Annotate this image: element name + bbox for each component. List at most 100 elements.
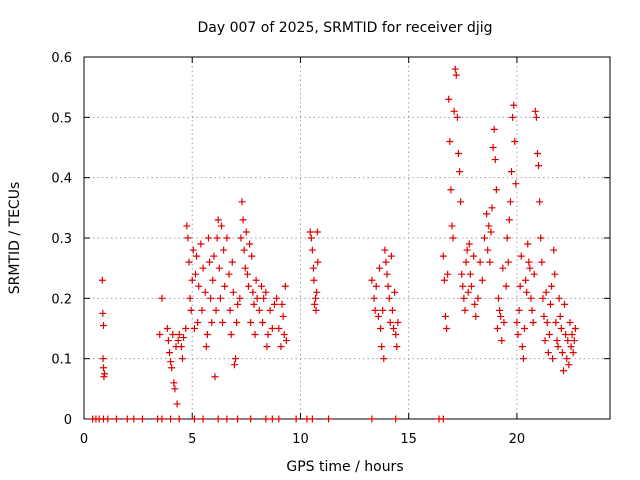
data-point — [169, 331, 177, 339]
data-point — [535, 162, 543, 170]
data-point — [374, 312, 382, 320]
data-point — [197, 240, 205, 248]
data-point — [528, 306, 536, 314]
data-point — [517, 252, 525, 260]
data-point — [449, 234, 457, 242]
data-point — [164, 337, 172, 345]
data-point — [168, 364, 176, 372]
data-point — [163, 325, 171, 332]
data-point — [499, 264, 507, 272]
data-point — [309, 264, 317, 272]
data-point — [252, 276, 260, 284]
data-point — [569, 349, 577, 357]
data-point — [558, 349, 566, 357]
data-point — [263, 343, 271, 351]
data-point — [190, 325, 198, 332]
data-point — [392, 415, 400, 423]
data-point — [234, 415, 242, 423]
data-point — [100, 373, 108, 381]
data-point — [495, 294, 503, 302]
data-point — [202, 343, 210, 351]
data-point — [204, 234, 212, 242]
data-point — [540, 312, 548, 320]
data-point — [198, 306, 206, 314]
data-point — [307, 234, 315, 242]
data-point — [311, 300, 319, 308]
x-tick-label: 5 — [188, 432, 196, 447]
data-point — [514, 331, 522, 339]
data-point — [561, 300, 569, 308]
data-point — [306, 228, 314, 236]
data-point — [174, 337, 182, 345]
data-point — [493, 325, 501, 332]
data-point — [451, 65, 459, 73]
data-point — [505, 216, 513, 224]
data-point — [557, 325, 565, 332]
data-point — [508, 168, 516, 176]
data-point — [456, 168, 464, 176]
x-tick-label: 20 — [509, 432, 526, 447]
data-point — [443, 325, 451, 332]
data-point — [519, 355, 527, 363]
data-point — [546, 300, 554, 308]
data-point — [444, 270, 452, 278]
data-point — [266, 306, 274, 314]
data-point — [463, 246, 471, 254]
data-point — [490, 125, 498, 133]
data-point — [537, 234, 545, 242]
x-tick-label: 15 — [400, 432, 417, 447]
data-point — [375, 264, 383, 272]
data-point — [209, 276, 217, 284]
data-point — [247, 318, 255, 326]
data-point — [470, 252, 478, 260]
data-point — [488, 204, 496, 212]
data-point — [510, 101, 518, 109]
data-point — [565, 361, 573, 369]
data-point — [379, 306, 387, 314]
data-point — [532, 113, 540, 121]
x-tick-label: 10 — [292, 432, 309, 447]
data-point — [502, 282, 510, 290]
data-point — [189, 246, 197, 254]
data-point — [446, 137, 454, 145]
data-point — [515, 306, 523, 314]
data-point — [195, 282, 203, 290]
data-point — [538, 258, 546, 266]
data-point — [260, 294, 268, 302]
data-point — [273, 294, 281, 302]
data-point — [182, 325, 190, 332]
data-point — [213, 234, 221, 242]
data-point — [250, 300, 258, 308]
data-point — [236, 294, 244, 302]
data-point — [264, 331, 272, 339]
data-point — [391, 288, 399, 296]
data-point — [543, 318, 551, 326]
data-point — [245, 282, 253, 290]
data-point — [370, 294, 378, 302]
data-point — [530, 270, 538, 278]
data-point — [217, 222, 225, 230]
data-point — [171, 385, 179, 393]
data-point — [472, 312, 480, 320]
data-point — [491, 156, 499, 164]
data-point — [281, 282, 289, 290]
data-point — [312, 294, 320, 302]
data-point — [216, 294, 224, 302]
data-point — [234, 300, 242, 308]
data-point — [259, 318, 267, 326]
y-tick-label: 0.3 — [51, 232, 72, 247]
data-point — [486, 258, 494, 266]
data-point — [255, 306, 263, 314]
data-point — [556, 312, 564, 320]
data-point — [562, 331, 570, 339]
data-point — [564, 337, 572, 345]
data-point — [559, 367, 567, 375]
data-point — [194, 318, 202, 326]
data-point — [487, 228, 495, 236]
data-point — [381, 246, 389, 254]
data-point — [166, 349, 174, 357]
data-point — [257, 282, 265, 290]
data-point — [199, 415, 207, 423]
data-point — [439, 252, 447, 260]
data-point — [555, 294, 563, 302]
